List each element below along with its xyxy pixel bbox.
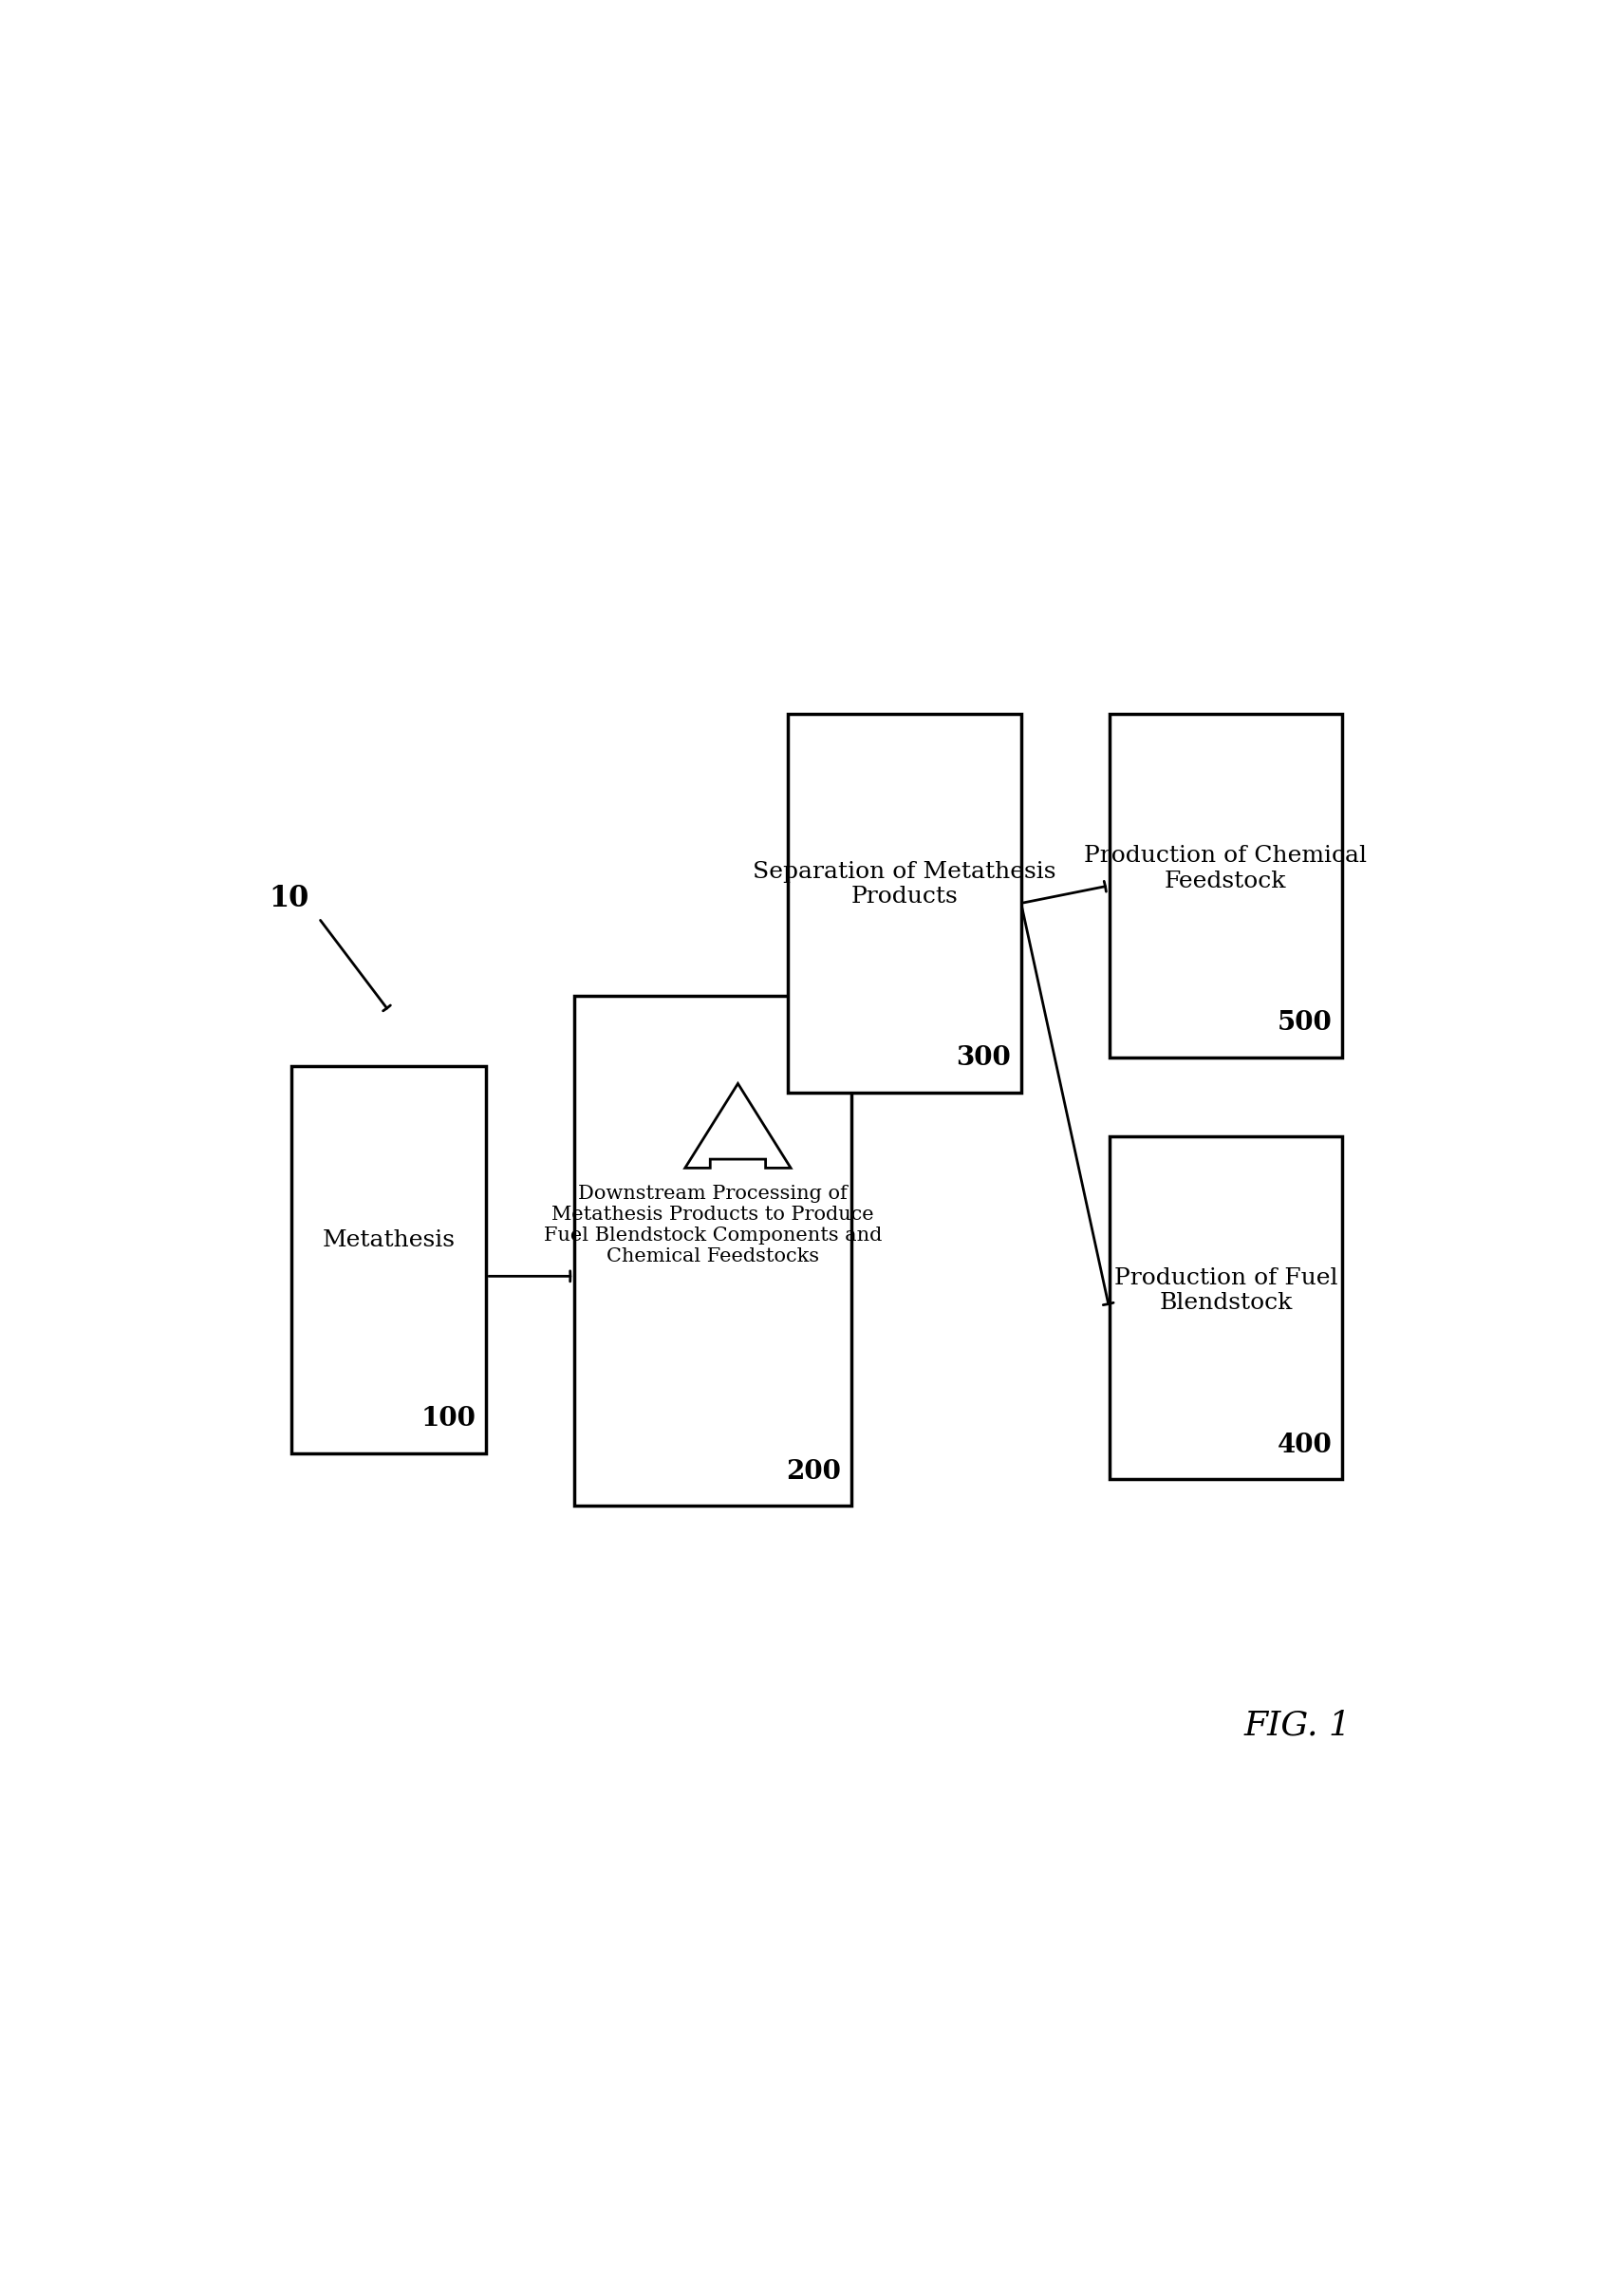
Text: 200: 200 (786, 1460, 841, 1485)
Text: Downstream Processing of
Metathesis Products to Produce
Fuel Blendstock Componen: Downstream Processing of Metathesis Prod… (544, 1186, 882, 1266)
FancyBboxPatch shape (291, 1065, 486, 1453)
Text: Separation of Metathesis
Products: Separation of Metathesis Products (754, 861, 1056, 907)
Text: Production of Fuel
Blendstock: Production of Fuel Blendstock (1114, 1268, 1338, 1314)
Text: 10: 10 (268, 884, 309, 914)
Text: 100: 100 (421, 1405, 476, 1433)
Text: 300: 300 (957, 1047, 1012, 1072)
FancyBboxPatch shape (1109, 713, 1341, 1058)
Text: Production of Chemical
Feedstock: Production of Chemical Feedstock (1085, 845, 1367, 891)
Text: 500: 500 (1276, 1010, 1332, 1035)
Polygon shape (685, 1083, 791, 1168)
Text: 400: 400 (1276, 1433, 1332, 1458)
FancyBboxPatch shape (788, 713, 1021, 1092)
Text: Metathesis: Metathesis (322, 1229, 455, 1252)
FancyBboxPatch shape (1109, 1136, 1341, 1478)
FancyBboxPatch shape (575, 996, 851, 1506)
Text: FIG. 1: FIG. 1 (1244, 1709, 1351, 1741)
